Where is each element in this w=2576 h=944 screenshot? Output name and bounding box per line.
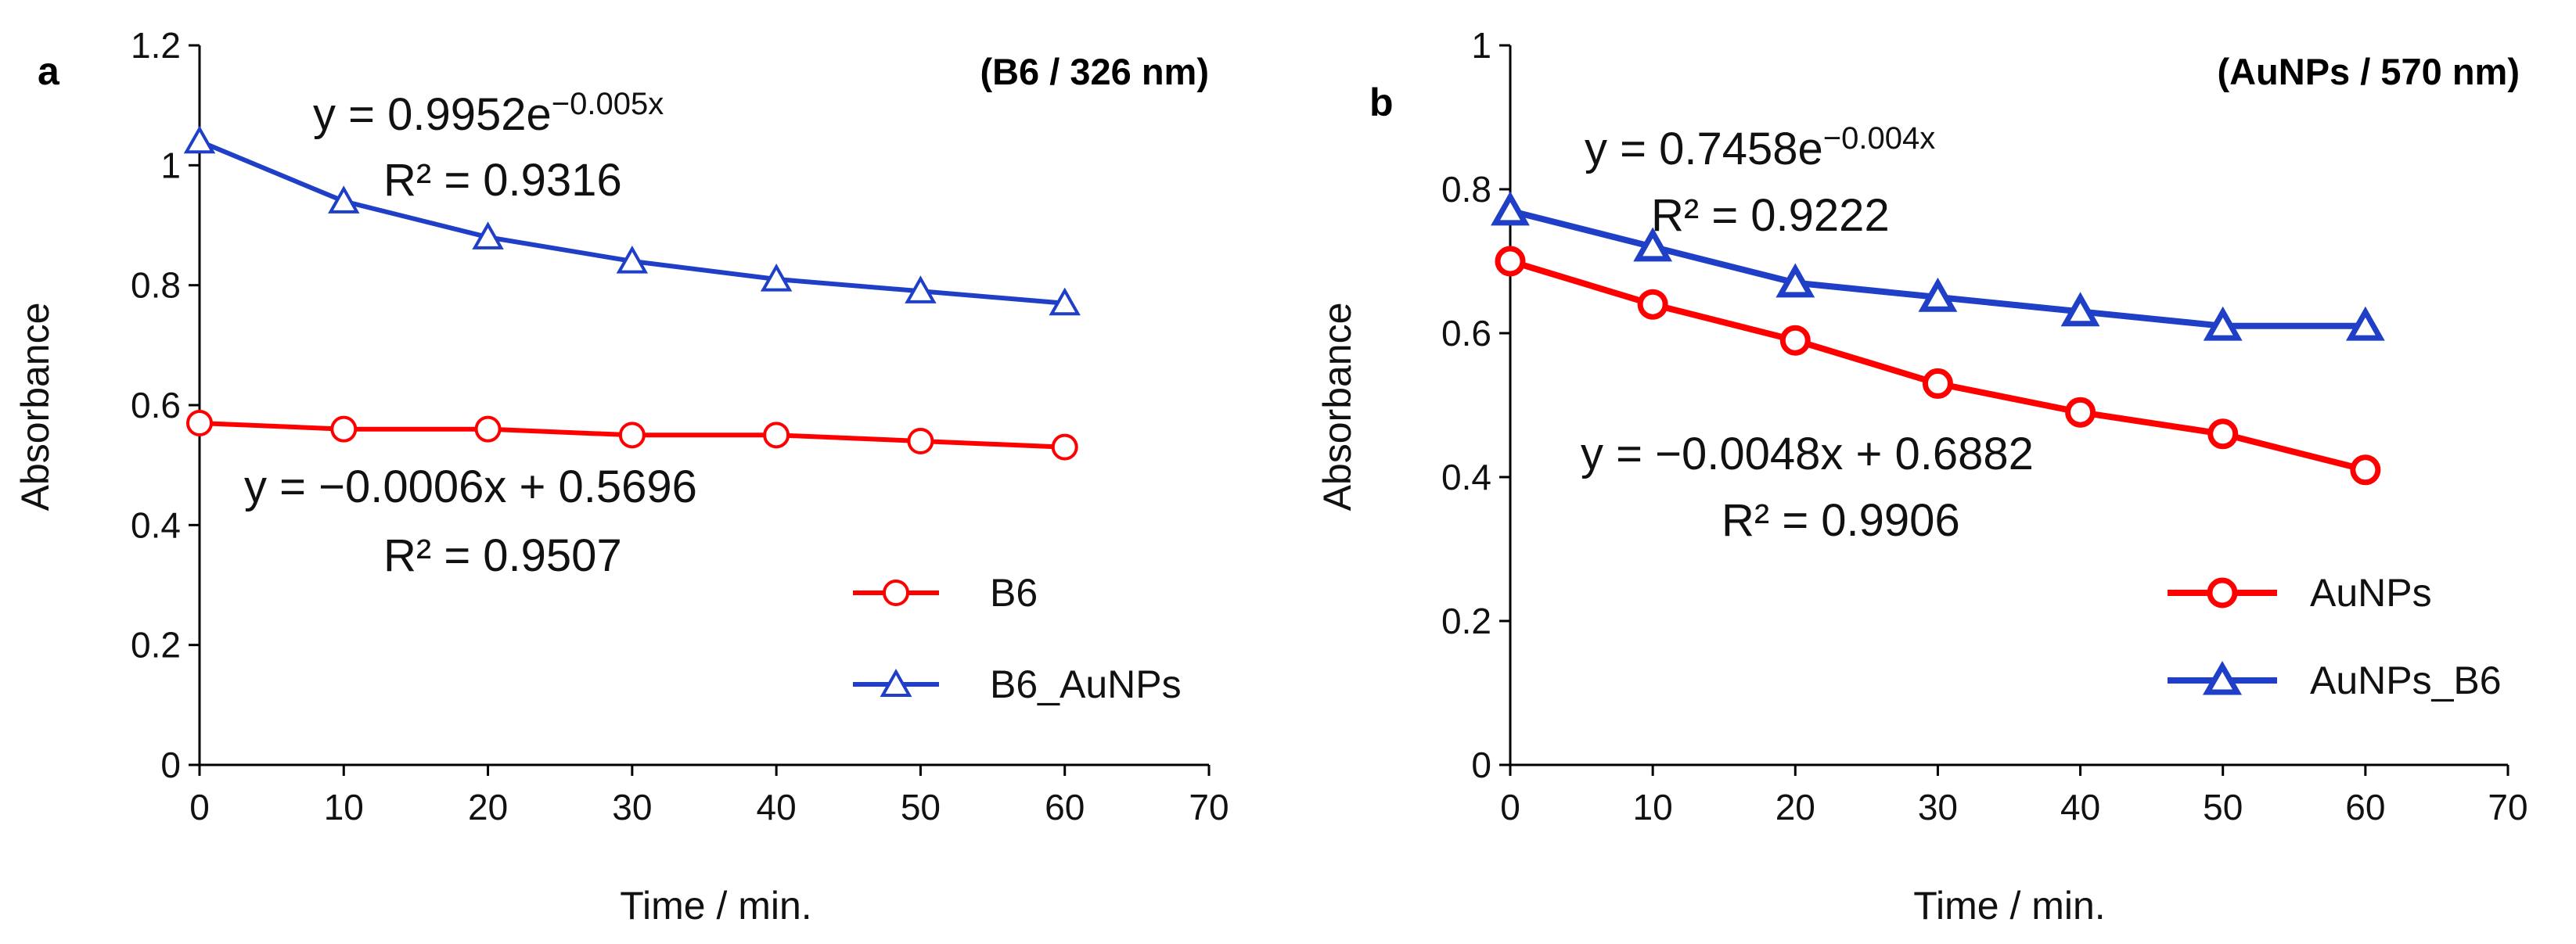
y-tick-label-a-0-2: 0.2 [131, 625, 181, 666]
legend-marker-b6-aunps [880, 668, 912, 697]
x-tick-label-b-60: 60 [2345, 787, 2385, 827]
data-point-aunps-b6-50 [2203, 306, 2243, 341]
fit-eq-b6-aunps-exp: −0.005x [552, 87, 664, 121]
legend-label-aunps-b6: AuNPs_B6 [2310, 659, 2502, 702]
series-aunps [1495, 246, 2381, 486]
data-point-aunps-50 [2207, 418, 2239, 450]
series-aunps-b6 [1491, 191, 2385, 341]
y-tick-label-b-0-8: 0.8 [1441, 169, 1491, 210]
fit-r2-aunps: R² = 0.9906 [1722, 495, 1960, 546]
x-tick-label-a-50: 50 [901, 787, 941, 827]
x-tick-label-a-20: 20 [468, 787, 508, 827]
y-axis-title-a: Absorbance [13, 303, 57, 511]
fit-r2-aunps-b6: R² = 0.9222 [1651, 190, 1890, 241]
x-tick-label-a-10: 10 [324, 787, 364, 827]
fit-eq-aunps-b6: y = 0.7458e−0.004x [1585, 121, 1935, 174]
data-point-aunps-b6-60 [2345, 306, 2385, 341]
fit-eq-b6-aunps: y = 0.9952e−0.005x [313, 87, 664, 140]
x-axis-title-b: Time / min. [1913, 884, 2105, 928]
data-point-b6-40 [763, 422, 790, 449]
data-point-b6-30 [618, 422, 646, 449]
fit-eq-aunps-b6-base: y = 0.7458e [1585, 124, 1823, 174]
data-point-b6-50 [907, 428, 934, 454]
data-point-b6-0 [186, 410, 213, 436]
y-tick-label-a-0-8: 0.8 [131, 265, 181, 306]
panel-title-b: (AuNPs / 570 nm) [2217, 51, 2520, 92]
data-point-aunps-30 [1922, 368, 1953, 399]
x-tick-label-a-30: 30 [612, 787, 652, 827]
panel-b: b (AuNPs / 570 nm) Absorbance Time / min… [1315, 25, 2528, 928]
panel-label-b: b [1369, 81, 1394, 124]
panel-label-a: a [38, 49, 60, 93]
axes-b: 0 10 20 30 40 50 60 70 0 0.2 0.4 0.6 0.8 1 [1441, 25, 2528, 827]
legend-marker-b6 [883, 580, 909, 606]
x-tick-label-b-70: 70 [2488, 787, 2527, 827]
series-b6 [186, 410, 1078, 461]
series-line-b6-aunps [198, 138, 1065, 306]
data-point-b6-aunps-50 [905, 275, 937, 303]
x-tick-label-b-30: 30 [1918, 787, 1958, 827]
series-b6-aunps [183, 125, 1081, 316]
y-tick-label-a-0: 0 [160, 745, 181, 785]
legend-label-b6: B6 [990, 571, 1038, 615]
data-point-b6-10 [330, 415, 358, 443]
panel-a: a (B6 / 326 nm) Absorbance Time / min. y… [13, 25, 1229, 928]
fit-eq-b6: y = −0.0006x + 0.5696 [244, 461, 697, 512]
fit-r2-b6-aunps: R² = 0.9316 [383, 155, 622, 206]
y-tick-label-b-0-4: 0.4 [1441, 457, 1491, 497]
fit-eq-aunps-b6-exp: −0.004x [1823, 121, 1935, 156]
fit-r2-b6: R² = 0.9507 [383, 530, 622, 581]
data-point-b6-aunps-10 [328, 185, 360, 214]
legend-marker-aunps [2207, 577, 2238, 608]
x-tick-label-a-0: 0 [189, 787, 210, 827]
y-tick-label-b-1: 1 [1471, 25, 1491, 66]
data-point-b6-aunps-20 [472, 221, 504, 249]
x-tick-label-b-0: 0 [1500, 787, 1520, 827]
data-point-aunps-b6-20 [1775, 263, 1815, 298]
data-point-aunps-10 [1637, 289, 1668, 320]
legend-b: AuNPs AuNPs_B6 [2168, 571, 2502, 702]
data-point-aunps-b6-0 [1491, 191, 1530, 226]
legend-label-aunps: AuNPs [2310, 571, 2432, 615]
data-point-b6-aunps-40 [760, 263, 793, 292]
data-point-aunps-b6-40 [2060, 292, 2100, 327]
y-tick-label-a-1-2: 1.2 [131, 25, 181, 66]
data-point-aunps-0 [1495, 246, 1526, 277]
x-tick-label-a-60: 60 [1045, 787, 1085, 827]
y-tick-label-a-1: 1 [160, 145, 181, 185]
y-tick-label-a-0-4: 0.4 [131, 504, 181, 545]
y-axis-title-b: Absorbance [1315, 303, 1359, 511]
legend-marker-aunps-b6 [2202, 660, 2243, 695]
data-point-b6-20 [474, 415, 502, 443]
panel-title-a: (B6 / 326 nm) [980, 51, 1209, 92]
y-tick-label-b-0-2: 0.2 [1441, 601, 1491, 641]
x-tick-label-b-20: 20 [1775, 787, 1815, 827]
x-tick-label-b-40: 40 [2060, 787, 2100, 827]
data-point-b6-aunps-0 [183, 125, 216, 154]
x-axis-title-a: Time / min. [620, 884, 811, 928]
fit-eq-aunps: y = −0.0048x + 0.6882 [1581, 429, 2034, 479]
axes-a: 0 10 20 30 40 50 60 70 0 0.2 0.4 0.6 0.8 1 1.2 [131, 25, 1229, 827]
data-point-aunps-60 [2350, 454, 2381, 486]
data-point-aunps-b6-10 [1633, 227, 1673, 262]
x-tick-label-a-40: 40 [757, 787, 797, 827]
data-point-aunps-40 [2065, 397, 2096, 428]
data-point-b6-60 [1051, 433, 1078, 461]
data-point-aunps-20 [1779, 325, 1811, 356]
legend-label-b6-aunps: B6_AuNPs [990, 662, 1182, 706]
y-tick-label-b-0-6: 0.6 [1441, 313, 1491, 354]
x-tick-label-b-10: 10 [1633, 787, 1673, 827]
data-point-b6-aunps-30 [616, 245, 649, 274]
y-tick-label-b-0: 0 [1471, 745, 1491, 785]
fit-eq-b6-aunps-base: y = 0.9952e [313, 89, 552, 140]
data-point-aunps-b6-30 [1918, 277, 1958, 312]
x-tick-label-b-50: 50 [2203, 787, 2243, 827]
y-tick-label-a-0-6: 0.6 [131, 385, 181, 425]
data-point-b6-aunps-60 [1049, 287, 1081, 316]
legend-a: B6 B6_AuNPs [853, 571, 1182, 706]
x-tick-label-a-70: 70 [1189, 787, 1229, 827]
